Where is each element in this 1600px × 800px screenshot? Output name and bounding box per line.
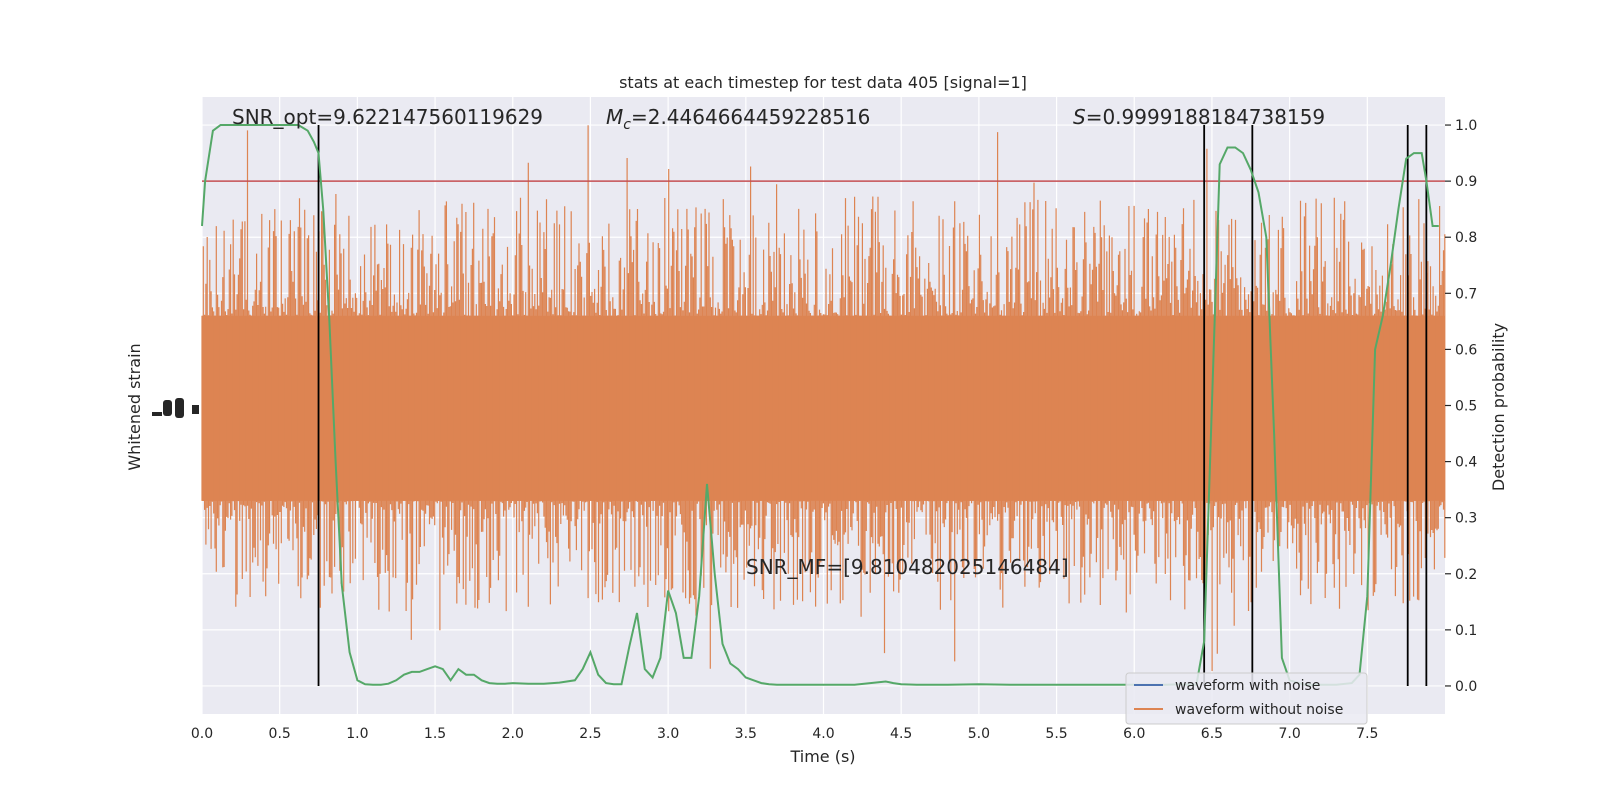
- y-axis-ticks-right: 0.0 0.1 0.2 0.3 0.4 0.5 0.6 0.7 0.8 0.9 1.0: [1445, 118, 1477, 695]
- y-axis-label-right: Detection probability: [1489, 323, 1508, 491]
- left-axis-offset-mark: [152, 398, 199, 418]
- y-tick-label: 0.7: [1455, 286, 1477, 302]
- strain-spikes: [201, 125, 1446, 672]
- x-axis-ticks: 0.0 0.5 1.0 1.5 2.0 2.5 3.0 3.5 4.0 4.5 5.0 5.5 6.0 6…: [191, 726, 1379, 742]
- snr-opt-annotation: SNR_opt=9.622147560119629: [232, 105, 543, 129]
- y-tick-label: 0.9: [1455, 174, 1477, 190]
- y-tick-label: 0.4: [1455, 455, 1477, 471]
- y-tick-label: 0.1: [1455, 623, 1477, 639]
- x-tick-label: 3.0: [657, 726, 679, 742]
- y-axis-label-left: Whitened strain: [125, 343, 144, 470]
- y-tick-label: 0.3: [1455, 511, 1477, 527]
- s-annotation: S=0.9999188184738159: [1073, 105, 1325, 129]
- y-tick-label: 0.6: [1455, 342, 1477, 358]
- mc-value: =2.4464664459228516: [631, 105, 870, 129]
- x-tick-label: 7.0: [1278, 726, 1300, 742]
- y-tick-label: 0.0: [1455, 679, 1477, 695]
- x-tick-label: 6.0: [1123, 726, 1145, 742]
- snr-mf-annotation: SNR_MF=[9.810482025146484]: [746, 555, 1069, 579]
- x-tick-label: 2.0: [502, 726, 524, 742]
- y-tick-label: 0.5: [1455, 399, 1477, 415]
- x-tick-label: 5.5: [1045, 726, 1067, 742]
- strain-waveform-band: [201, 125, 1446, 672]
- s-value: =0.9999188184738159: [1086, 105, 1325, 129]
- x-tick-label: 7.5: [1356, 726, 1378, 742]
- chart-title: stats at each timestep for test data 405…: [619, 73, 1027, 92]
- y-tick-label: 0.2: [1455, 567, 1477, 583]
- x-tick-label: 2.5: [579, 726, 601, 742]
- x-tick-label: 1.0: [346, 726, 368, 742]
- detection-probability-line: [201, 124, 1439, 686]
- legend: waveform with noise waveform without noi…: [1125, 672, 1368, 725]
- mc-annotation: Mc=2.4464664459228516: [606, 105, 870, 133]
- legend-box: [1125, 672, 1368, 725]
- legend-label-without-noise: waveform without noise: [1175, 702, 1343, 718]
- x-tick-label: 4.5: [890, 726, 912, 742]
- y-tick-label: 1.0: [1455, 118, 1477, 134]
- x-tick-label: 6.5: [1201, 726, 1223, 742]
- x-tick-label: 5.0: [968, 726, 990, 742]
- y-tick-label: 0.8: [1455, 230, 1477, 246]
- x-tick-label: 3.5: [735, 726, 757, 742]
- x-tick-label: 0.0: [191, 726, 213, 742]
- x-axis-label: Time (s): [789, 747, 855, 766]
- x-tick-label: 1.5: [424, 726, 446, 742]
- x-tick-label: 4.0: [812, 726, 834, 742]
- vertical-marker-lines: [317, 125, 1428, 686]
- legend-label-with-noise: waveform with noise: [1175, 678, 1320, 694]
- x-tick-label: 0.5: [269, 726, 291, 742]
